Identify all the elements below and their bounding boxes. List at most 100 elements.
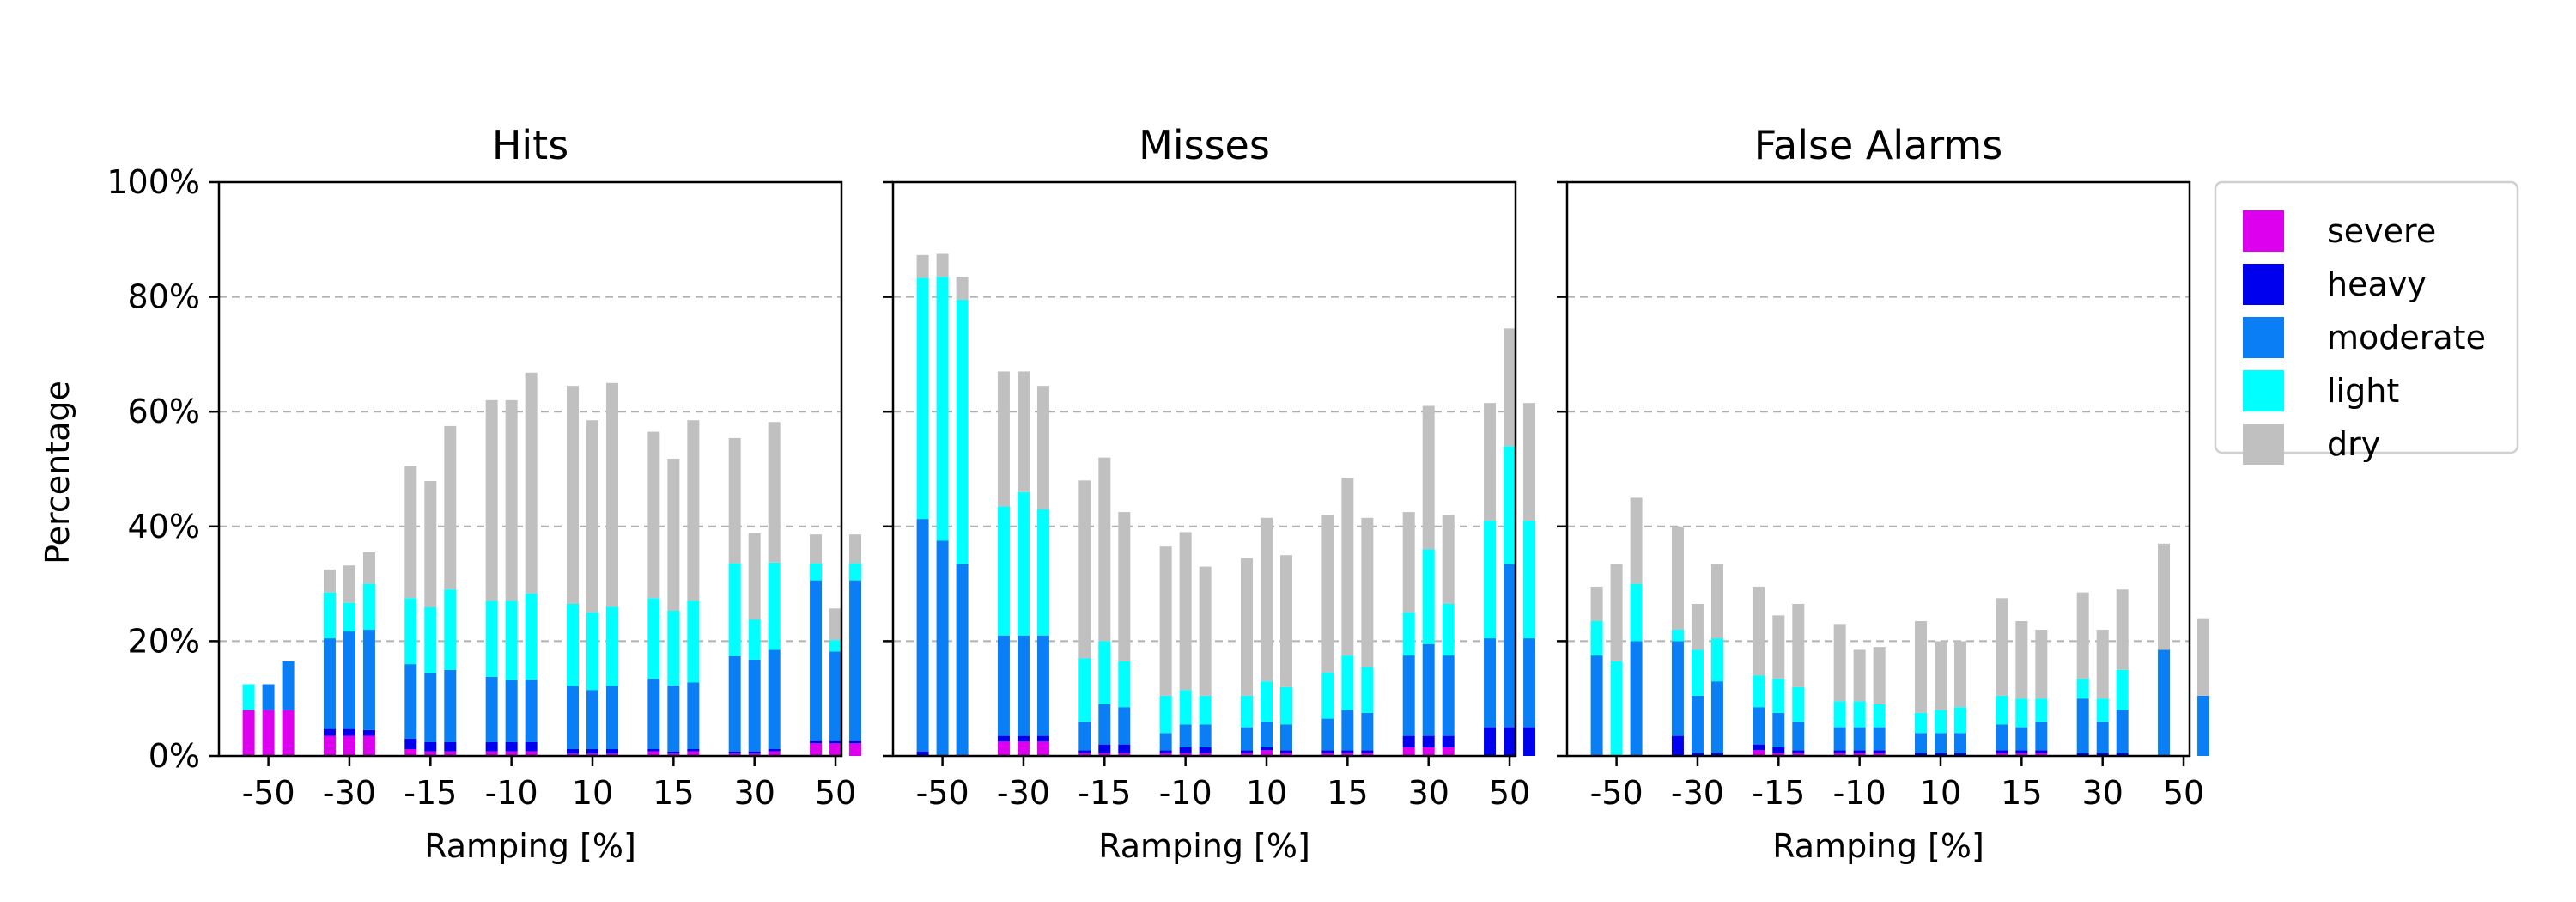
bar-segment-moderate [1915, 733, 1927, 753]
bar-segment-dry [586, 420, 598, 613]
bar-segment-heavy [1078, 750, 1091, 753]
x-axis-label: Ramping [%] [1098, 827, 1310, 865]
bar-segment-moderate [1873, 727, 1886, 751]
bar-segment-heavy [2015, 750, 2028, 753]
bar-segment-dry [1610, 564, 1623, 661]
bar-segment-moderate [1772, 712, 1785, 747]
bar-segment-heavy [1504, 727, 1516, 756]
bar-segment-moderate [849, 580, 862, 741]
x-tick-label: 30 [734, 774, 775, 812]
x-tick-label: 10 [1246, 774, 1287, 812]
bar-segment-light [667, 610, 680, 686]
bar-segment-severe [2015, 753, 2028, 756]
bar-segment-moderate [1935, 733, 1947, 753]
bar-segment-dry [1935, 641, 1947, 710]
bar-segment-light [916, 277, 929, 520]
bar-segment-light [1422, 549, 1435, 644]
bar-segment-dry [1772, 615, 1785, 679]
x-tick-label: -50 [916, 774, 969, 812]
bar-segment-moderate [1361, 712, 1374, 751]
bar-segment-light [1590, 621, 1603, 656]
bar-segment-light [343, 602, 355, 632]
bar-segment-moderate [1280, 724, 1292, 751]
bar-segment-light [1753, 675, 1765, 708]
bar-segment-dry [1402, 512, 1415, 613]
x-tick-label: 15 [2001, 774, 2042, 812]
bar-segment-dry [997, 371, 1010, 507]
bar-segment-heavy [1523, 727, 1536, 756]
bar-segment-light [1078, 658, 1091, 722]
bar-segment-severe [1792, 753, 1805, 756]
bar-segment-dry [1996, 598, 2008, 696]
bar-segment-dry [567, 386, 579, 604]
bar-segment-dry [1261, 517, 1273, 682]
bar-segment-moderate [1341, 710, 1354, 751]
bar-segment-moderate [2076, 698, 2089, 753]
bar-segment-dry [1710, 564, 1723, 639]
bar-segment-severe [424, 751, 437, 756]
bar-segment-heavy [829, 740, 842, 744]
bar-segment-heavy [647, 748, 660, 752]
bar-segment-light [606, 606, 618, 686]
bar-segment-severe [404, 748, 417, 756]
bar-segment-moderate [1753, 707, 1765, 745]
bar-segment-heavy [586, 748, 598, 754]
bar-segment-moderate [1036, 635, 1049, 736]
legend-swatch-dry [2243, 424, 2284, 465]
bar-segment-severe [485, 751, 498, 756]
bar-segment-severe [829, 743, 842, 756]
bar-segment-severe [1241, 753, 1253, 756]
y-tick-label: 80% [128, 278, 200, 316]
panel-0: 0% 20% 40% 60% 80% 100% -50 -30 -15 -10 10 15 30 50 Hi… [106, 122, 862, 865]
bar-segment-light [1179, 690, 1192, 725]
bar-segment-moderate [505, 680, 518, 742]
panel-title: False Alarms [1754, 122, 2002, 168]
bar-segment-light [444, 589, 457, 670]
bar-segment-heavy [323, 728, 336, 736]
bar-segment-light [1280, 686, 1292, 725]
bar-segment-severe [1321, 753, 1334, 756]
bar-segment-light [936, 277, 949, 541]
bar-segment-moderate [1833, 727, 1846, 751]
bar-segment-dry [606, 382, 618, 607]
bar-segment-dry [1873, 647, 1886, 704]
bar-segment-dry [1691, 603, 1704, 650]
legend-frame [2214, 180, 2519, 454]
bar-segment-severe [849, 743, 862, 756]
bar-segment-severe [667, 753, 680, 756]
bar-segment-moderate [567, 686, 579, 749]
axes-frame [891, 180, 1517, 758]
bar-segment-moderate [687, 682, 700, 749]
bar-segment-dry [1915, 621, 1927, 713]
bar-segment-heavy [916, 751, 929, 756]
bar-segment-light [1873, 704, 1886, 728]
bar-segment-heavy [567, 748, 579, 754]
bar-segment-heavy [1691, 753, 1704, 756]
bar-segment-moderate [1996, 724, 2008, 751]
bar-segment-moderate [424, 673, 437, 742]
legend-swatch-severe [2243, 210, 2284, 252]
bar-segment-moderate [810, 580, 823, 741]
x-tick-label: -10 [485, 774, 538, 812]
bar-segment-light [1484, 521, 1497, 639]
bar-segment-light [1321, 673, 1334, 719]
bar-segment-dry [936, 253, 949, 277]
bar-segment-light [1935, 710, 1947, 734]
bar-segment-heavy [1935, 753, 1947, 756]
bar-segment-heavy [1402, 735, 1415, 747]
bar-segment-moderate [1630, 641, 1643, 756]
bar-segment-severe [242, 710, 255, 756]
bar-segment-light [567, 603, 579, 686]
bar-segment-dry [1199, 566, 1212, 696]
bar-segment-light [1402, 613, 1415, 656]
bar-segment-moderate [1078, 721, 1091, 751]
bar-segment-moderate [1710, 681, 1723, 753]
bar-segment-dry [424, 481, 437, 607]
bar-segment-heavy [1280, 750, 1292, 753]
bar-segment-light [1036, 509, 1049, 636]
x-tick-label: -50 [1590, 774, 1643, 812]
bar-segment-dry [1954, 641, 1966, 708]
bar-segment-dry [667, 458, 680, 611]
bar-segment-heavy [1954, 753, 1966, 756]
